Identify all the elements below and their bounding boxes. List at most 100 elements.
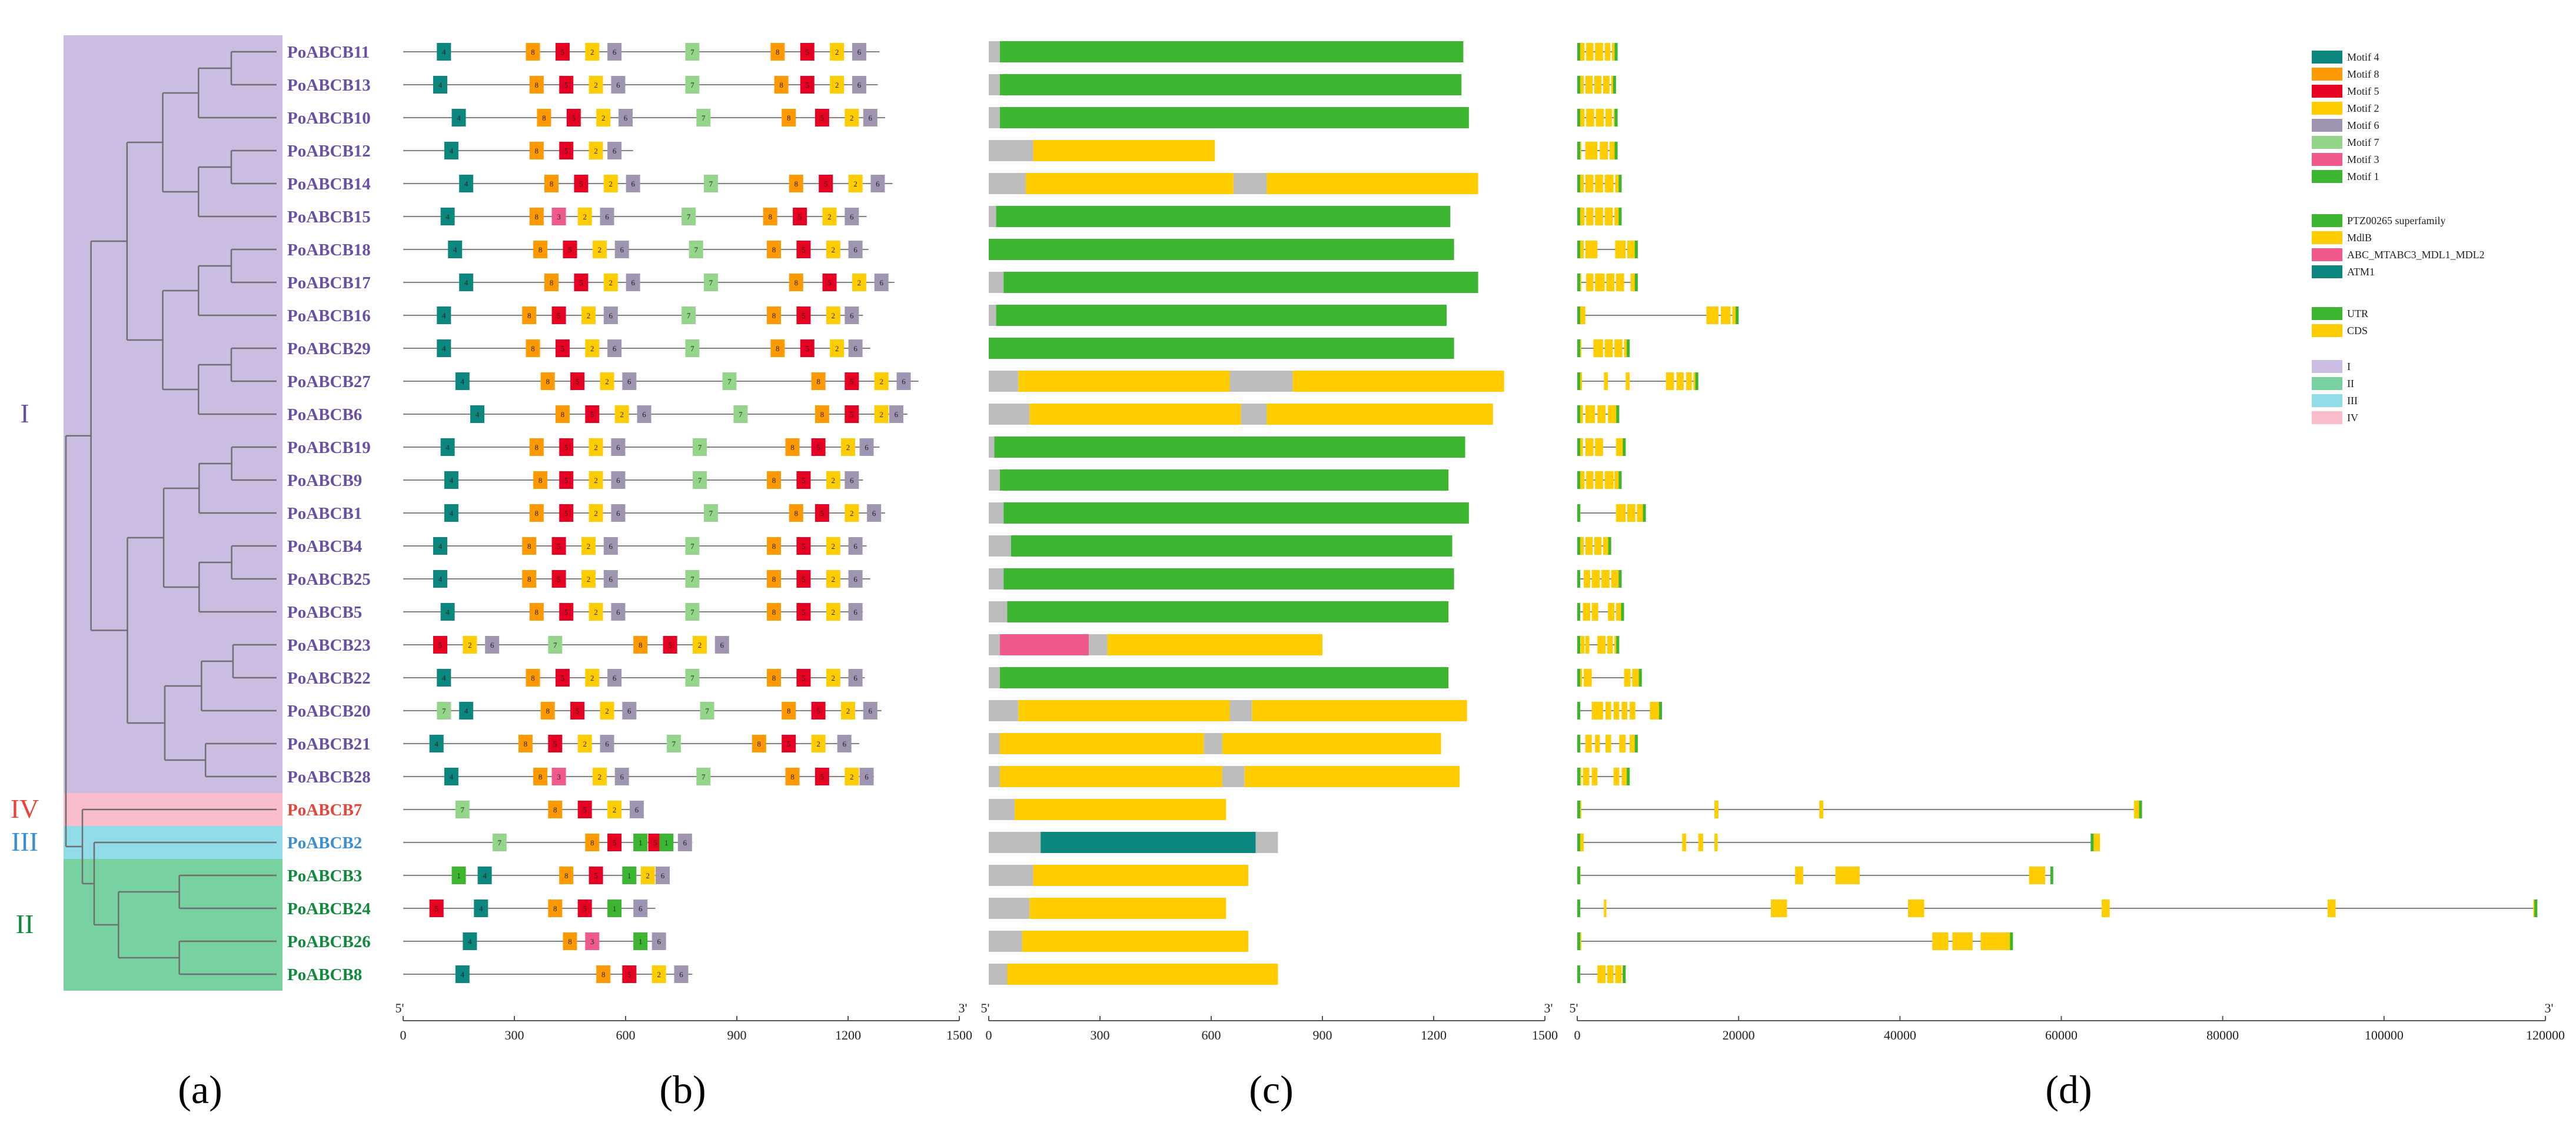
motif-number: 2 [583,212,587,221]
motif-number: 8 [768,212,772,221]
cds-block [1600,142,1608,159]
motif-box-2 [581,307,596,324]
motif-box-5 [845,372,859,390]
motif-box-2 [826,307,840,324]
motif-number: 2 [832,608,836,617]
motif-number: 2 [879,410,883,419]
motif-box-6 [896,372,911,390]
cds-block [1607,636,1613,654]
motif-box-3 [551,768,566,785]
domain-grey [1204,733,1222,754]
motif-number: 6 [609,575,613,584]
motif-number: 8 [787,114,791,122]
domain-mdlb [1018,700,1230,721]
gene-name-PoABCB7: PoABCB7 [287,801,362,819]
motif-box-4 [444,142,458,159]
cds-block [1604,339,1613,357]
legend-motif-label: Motif 2 [2347,102,2379,114]
domain-mdlb [1029,898,1226,919]
cds-block [1952,932,1973,950]
utr-block [1577,339,1580,357]
motif-number: 4 [442,674,446,682]
motif-box-6 [485,636,500,654]
motif-number: 1 [639,838,643,847]
legend-motif-swatch [2312,119,2342,132]
motif-number: 2 [832,311,836,320]
motif-number: 7 [690,81,694,89]
motif-box-8 [526,43,540,61]
motif-box-5 [845,405,859,423]
motif-number: 4 [464,179,468,188]
domain-ptz [1003,568,1454,589]
motif-box-5 [551,570,566,588]
utr-block [1618,175,1622,192]
motif-box-8 [767,669,781,687]
panel-d-tick-label: 0 [1574,1028,1581,1042]
legend-motif-swatch [2312,85,2342,98]
gene-name-PoABCB4: PoABCB4 [287,537,362,556]
motif-box-8 [763,208,777,225]
motif-number: 5 [802,476,806,485]
panel-label-c: (c) [1249,1067,1293,1112]
motif-box-6 [845,208,859,225]
motif-box-6 [848,339,863,357]
cds-block [1577,76,1584,94]
motif-number: 7 [690,674,694,682]
motif-number: 8 [601,970,606,979]
cds-block [1586,43,1594,61]
motif-number: 6 [679,970,683,979]
motif-box-6 [848,537,863,555]
utr-block [1614,43,1618,61]
cds-block [1682,834,1687,851]
motif-number: 4 [453,245,457,254]
utr-block [1577,636,1580,654]
motif-box-6 [677,834,692,851]
cds-block [1732,307,1739,324]
motif-number: 5 [579,179,583,188]
motif-number: 2 [832,542,836,551]
panel-d-gene-structure: 0 20000 40000 60000 80000 100000 120000 5' 3' [1570,43,2565,1042]
motif-box-8 [767,603,781,621]
cds-block [1932,932,1949,950]
motif-number: 5 [787,739,791,748]
motif-number: 8 [564,871,569,880]
motif-box-8 [767,537,781,555]
motif-number: 6 [635,805,639,814]
motif-number: 5 [820,114,825,122]
motif-number: 8 [790,772,795,781]
cds-block [1586,274,1594,291]
motif-number: 3 [557,212,561,221]
utr-block [2050,867,2053,884]
motif-box-2 [811,735,826,752]
utr-block [1577,867,1580,884]
motif-box-4 [437,307,451,324]
motif-number: 8 [757,739,762,748]
motif-box-2 [596,109,611,126]
motif-box-7 [733,405,748,423]
motif-number: 2 [594,146,598,155]
legend-structure-label: CDS [2347,325,2368,337]
gene-name-PoABCB11: PoABCB11 [287,43,370,62]
motif-box-7 [703,175,718,192]
motif-box-2 [848,175,863,192]
cds-block [1676,372,1684,390]
motif-box-6 [600,208,614,225]
domain-mdlb [1033,140,1215,161]
motif-box-4 [477,867,492,884]
cds-block [1603,76,1610,94]
motif-box-2 [589,504,603,522]
motif-box-8 [782,109,796,126]
motif-number: 6 [605,212,609,221]
motif-box-6 [611,603,626,621]
motif-number: 7 [690,344,694,353]
motif-box-8 [770,43,785,61]
motif-number: 5 [627,970,631,979]
motif-box-6 [600,735,614,752]
motif-number: 6 [639,904,643,913]
motif-box-6 [852,76,866,94]
cds-block [1585,175,1594,192]
domain-ptz [989,338,1454,359]
cds-block [1580,636,1585,654]
panel-b-motifs: 4 8 5 2 6 7 8 5 2 6 4 8 5 2 6 7 8 5 2 6 4 8 5 2 6 7 8 5 2 6 4 8 5 2 6 4 8 5 2 6… [395,43,972,1042]
legend-motif-label: Motif 7 [2347,136,2379,148]
